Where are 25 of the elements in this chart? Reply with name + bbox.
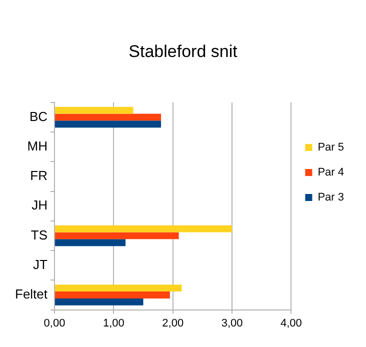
y-tick-label: Feltet bbox=[14, 286, 48, 302]
y-tick-label: FR bbox=[30, 168, 48, 184]
bar bbox=[55, 232, 179, 240]
bar bbox=[55, 292, 170, 298]
legend-label: Par 3 bbox=[318, 192, 344, 204]
x-tick-label: 1,00 bbox=[102, 317, 124, 330]
x-tick-label: 4,00 bbox=[280, 317, 302, 330]
bar bbox=[55, 298, 144, 306]
y-tick-label: TS bbox=[30, 227, 48, 242]
bar bbox=[55, 225, 232, 232]
y-tick-label: JH bbox=[32, 198, 48, 213]
bar bbox=[55, 106, 134, 114]
chart-title: Stableford snit bbox=[128, 42, 238, 61]
y-tick-label: BC bbox=[29, 108, 48, 124]
x-tick-label: 2,00 bbox=[162, 317, 184, 330]
x-tick-label: 3,00 bbox=[221, 317, 243, 330]
bar bbox=[55, 120, 162, 128]
legend-label: Par 4 bbox=[318, 166, 344, 179]
bar bbox=[55, 239, 126, 246]
y-tick-label: JT bbox=[33, 256, 48, 272]
legend-label: Par 5 bbox=[318, 142, 344, 154]
bar bbox=[55, 114, 162, 121]
y-tick-label: MH bbox=[27, 138, 48, 154]
x-tick-label: 0,00 bbox=[44, 317, 66, 330]
bar bbox=[55, 284, 182, 292]
